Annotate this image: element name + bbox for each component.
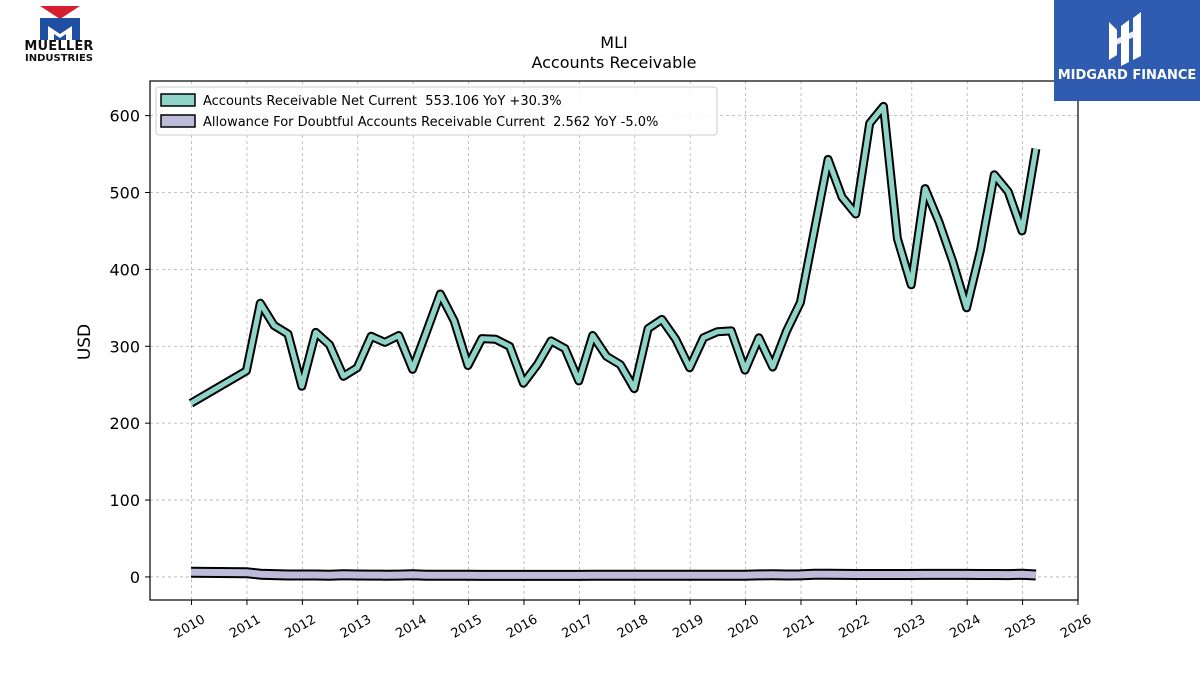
x-tick-label: 2021: [781, 612, 817, 642]
gridlines: [150, 81, 1079, 600]
x-tick-label: 2012: [283, 612, 319, 642]
mueller-emblem-icon: [40, 6, 80, 40]
series-0-line: [189, 103, 1039, 406]
axis-ticks: 2010 2011 2012 2013 2014 2015 2016 2017 2018 2019…: [109, 107, 1094, 642]
brand-right-name: MIDGARD FINANCE: [1057, 68, 1197, 83]
legend-entry-accounts-receivable: Accounts Receivable Net Current 553.106 …: [203, 94, 562, 109]
x-tick-label: 2010: [172, 612, 208, 642]
legend-entry-allowance: Allowance For Doubtful Accounts Receivab…: [203, 115, 658, 130]
x-tick-label: 2015: [449, 612, 485, 642]
x-tick-label: 2020: [726, 612, 762, 642]
y-tick-label: 100: [109, 491, 140, 510]
x-tick-label: 2013: [338, 612, 374, 642]
legend-box: [155, 86, 718, 136]
x-tick-label: 2018: [615, 612, 651, 642]
y-tick-label: 400: [109, 260, 140, 279]
brand-left-line2: INDUSTRIES: [25, 53, 93, 64]
y-tick-label: 500: [109, 183, 140, 202]
x-tick-label: 2025: [1003, 612, 1039, 642]
brand-left-line1: MUELLER: [24, 39, 94, 54]
legend-swatch-accounts-receivable: [160, 93, 196, 107]
x-tick-label: 2026: [1058, 612, 1094, 642]
x-tick-label: 2022: [837, 612, 873, 642]
legend-swatch-allowance: [160, 114, 196, 128]
chart-subtitle: Accounts Receivable: [531, 53, 696, 72]
legend: Accounts Receivable Net Current 553.106 …: [155, 86, 718, 136]
y-tick-label: 200: [109, 414, 140, 433]
y-axis-label: USD: [75, 324, 95, 360]
chart-title: MLI: [600, 33, 627, 52]
series-layer: [188, 101, 1041, 581]
x-tick-label: 2023: [892, 612, 928, 642]
x-tick-label: 2024: [947, 612, 983, 642]
y-tick-label: 0: [130, 568, 140, 587]
plot-frame: [149, 80, 1079, 601]
y-tick-label: 600: [109, 107, 140, 126]
y-tick-label: 300: [109, 337, 140, 356]
x-tick-label: 2019: [670, 612, 706, 642]
x-tick-label: 2011: [227, 612, 263, 642]
mueller-industries-logo: MUELLER INDUSTRIES: [18, 6, 100, 66]
midgard-emblem-icon: [1109, 12, 1141, 66]
x-tick-label: 2014: [393, 612, 429, 642]
midgard-finance-logo: MIDGARD FINANCE: [1054, 0, 1200, 101]
x-tick-label: 2017: [560, 612, 596, 642]
series-1-line: [190, 568, 1037, 579]
x-tick-label: 2016: [504, 612, 540, 642]
